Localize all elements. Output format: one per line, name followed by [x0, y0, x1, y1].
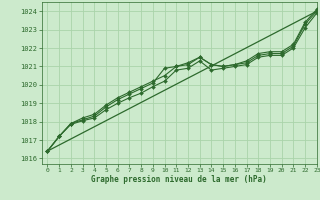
X-axis label: Graphe pression niveau de la mer (hPa): Graphe pression niveau de la mer (hPa) — [91, 175, 267, 184]
